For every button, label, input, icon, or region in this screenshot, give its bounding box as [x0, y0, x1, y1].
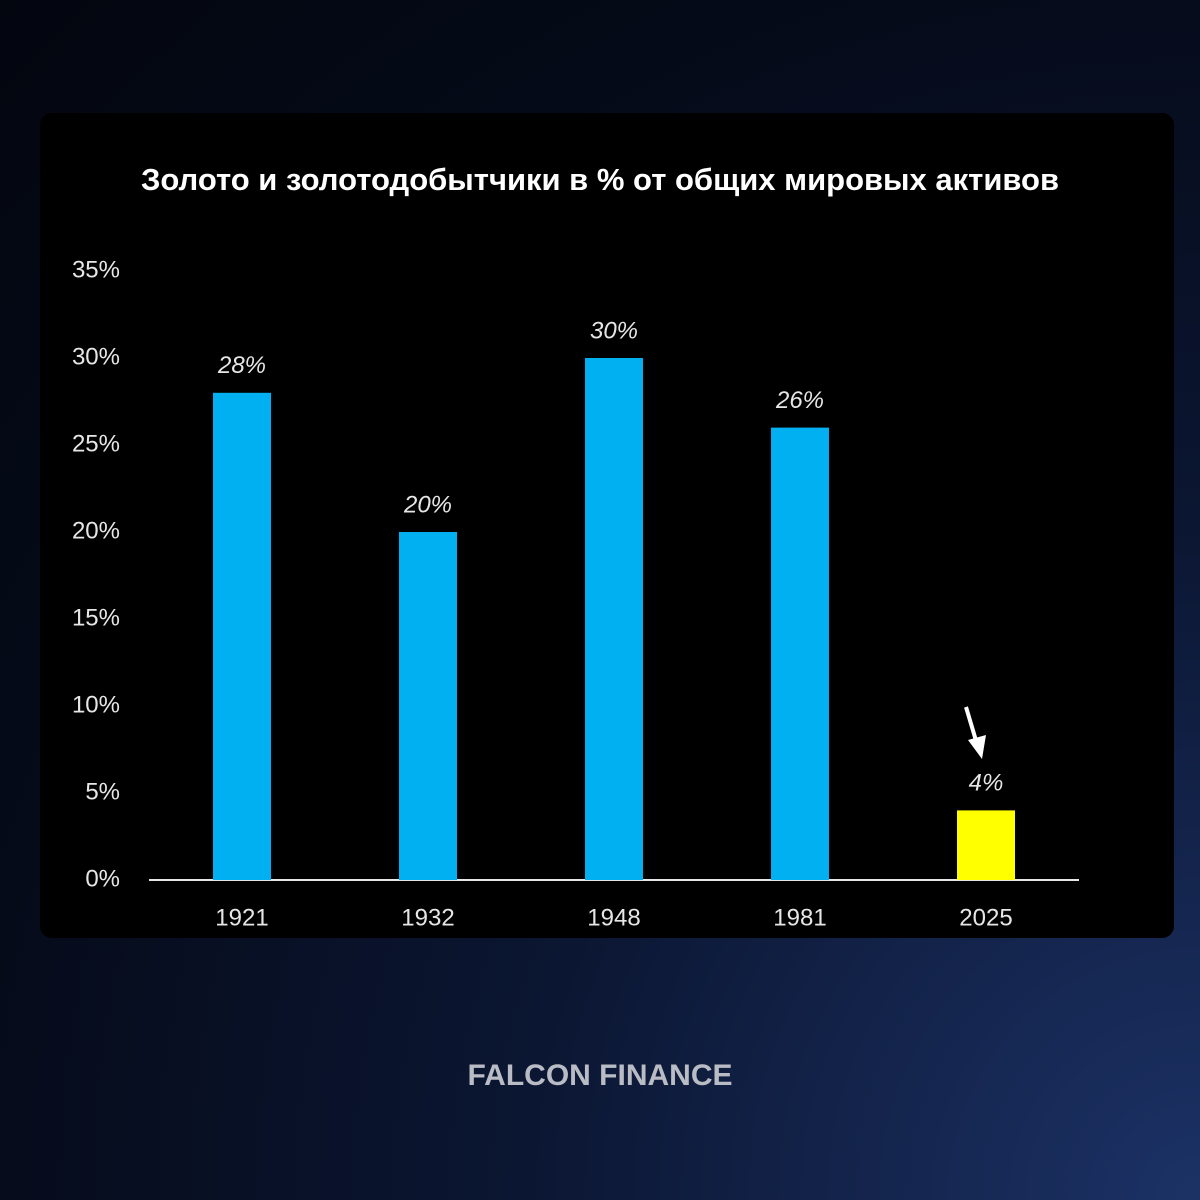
bar	[213, 392, 271, 880]
y-tick-label: 10%	[72, 691, 120, 718]
value-label: 26%	[775, 387, 824, 414]
y-tick-label: 35%	[72, 256, 120, 283]
x-tick-label: 2025	[959, 904, 1012, 931]
value-label: 20%	[403, 491, 452, 518]
y-tick-label: 0%	[85, 865, 120, 892]
footer-brand: FALCON FINANCE	[468, 1059, 733, 1092]
y-tick-label: 15%	[72, 604, 120, 631]
x-tick-label: 1921	[215, 904, 268, 931]
y-tick-label: 20%	[72, 517, 120, 544]
value-label: 30%	[590, 317, 638, 344]
y-tick-label: 30%	[72, 343, 120, 370]
value-label: 28%	[217, 352, 266, 379]
bar	[771, 427, 829, 880]
x-tick-label: 1932	[401, 904, 454, 931]
arrow-annotation	[964, 706, 986, 759]
bar	[585, 358, 643, 880]
value-label: 4%	[969, 770, 1004, 797]
bar	[957, 810, 1015, 880]
x-tick-label: 1981	[773, 904, 826, 931]
bar	[399, 532, 457, 880]
chart-title: Золото и золотодобытчики в % от общих ми…	[141, 162, 1059, 197]
y-tick-label: 25%	[72, 430, 120, 457]
x-tick-label: 1948	[587, 904, 640, 931]
y-tick-label: 5%	[85, 778, 120, 805]
